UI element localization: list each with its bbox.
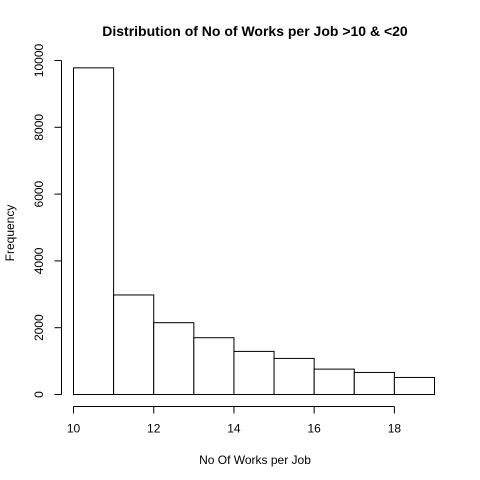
chart-title: Distribution of No of Works per Job >10 … xyxy=(102,23,408,39)
x-tick-label-3: 16 xyxy=(307,422,321,436)
bars-group xyxy=(73,67,435,396)
x-axis: 10 12 14 16 18 xyxy=(67,406,402,436)
y-tick-label-5: 10000 xyxy=(32,43,46,77)
x-tick-label-0: 10 xyxy=(67,422,81,436)
histogram-bar-8 xyxy=(393,376,435,396)
histogram-bar-6 xyxy=(313,368,355,395)
y-tick-label-2: 4000 xyxy=(32,247,46,274)
x-tick-label-1: 12 xyxy=(147,422,161,436)
histogram-bar-4 xyxy=(233,350,275,395)
y-tick-label-4: 8000 xyxy=(32,114,46,141)
histogram-bar-7 xyxy=(353,371,395,395)
y-axis-label: Frequency xyxy=(3,205,17,262)
histogram-bar-1 xyxy=(113,294,155,395)
histogram-bar-2 xyxy=(153,322,195,395)
y-tick-label-0: 0 xyxy=(32,391,46,398)
x-tick-label-2: 14 xyxy=(227,422,241,436)
histogram-bar-0 xyxy=(73,67,115,396)
x-tick-label-4: 18 xyxy=(388,422,402,436)
y-axis: 0 2000 4000 6000 8000 10000 xyxy=(32,43,62,398)
y-tick-label-1: 2000 xyxy=(32,314,46,341)
y-tick-label-3: 6000 xyxy=(32,180,46,207)
histogram-bar-5 xyxy=(273,357,315,396)
x-axis-label: No Of Works per Job xyxy=(199,453,311,467)
histogram-bar-3 xyxy=(193,337,235,395)
